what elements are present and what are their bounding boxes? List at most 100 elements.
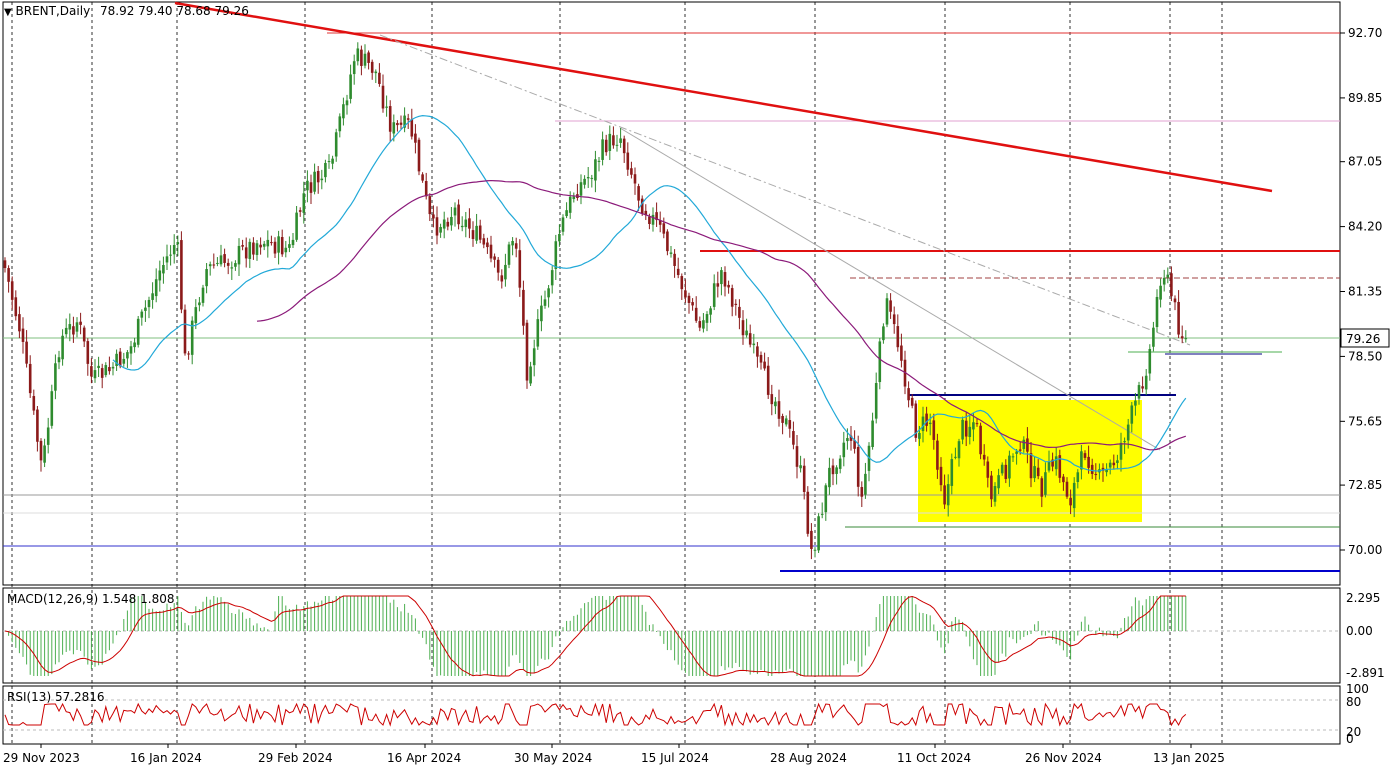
candle-body <box>655 212 658 221</box>
candle-body <box>86 341 90 364</box>
candle-body <box>756 346 759 357</box>
rsi-tick-label: 80 <box>1346 695 1361 709</box>
candle-body <box>248 241 252 259</box>
candle-body <box>414 133 417 143</box>
candle-body <box>115 353 118 367</box>
candle-body <box>543 299 547 306</box>
candle-body <box>950 459 954 486</box>
candle-body <box>486 242 489 248</box>
candle-body <box>216 262 219 264</box>
candle-body <box>489 244 493 259</box>
candle-body <box>176 242 180 245</box>
candle-body <box>21 328 25 342</box>
candle-body <box>1008 455 1011 479</box>
candle-body <box>900 345 903 361</box>
candle-body <box>766 365 770 395</box>
candle-body <box>651 214 655 225</box>
candle-body <box>1022 439 1026 450</box>
candle-body <box>169 254 172 256</box>
candle-body <box>550 270 554 286</box>
candle-body <box>986 461 990 478</box>
candle-body <box>1116 460 1119 463</box>
candle-body <box>259 244 262 248</box>
candle-body <box>565 210 568 217</box>
candle-body <box>828 467 831 488</box>
ohlc-values: 78.92 79.40 78.68 79.26 <box>100 4 249 18</box>
candle-body <box>914 403 918 438</box>
candle-body <box>806 491 810 534</box>
candle-body <box>795 446 799 467</box>
candle-body <box>684 290 687 298</box>
candle-body <box>730 288 734 307</box>
candle-body <box>928 422 932 425</box>
candle-body <box>482 238 486 245</box>
candle-body <box>1166 274 1170 278</box>
price-tick-label: 75.65 <box>1348 414 1382 428</box>
candle-body <box>1155 296 1159 328</box>
candle-body <box>147 299 151 308</box>
candle-body <box>446 221 450 227</box>
candle-body <box>594 159 597 181</box>
candle-body <box>428 196 432 215</box>
candle-body <box>194 307 198 324</box>
candle-body <box>792 431 795 445</box>
candle-body <box>1119 442 1123 460</box>
candle-body <box>57 357 61 363</box>
candle-body <box>939 466 943 486</box>
candle-body <box>244 247 248 259</box>
candle-body <box>68 324 72 330</box>
candle-body <box>586 177 590 179</box>
candle-body <box>1105 469 1108 473</box>
candle-body <box>1087 456 1090 468</box>
macd-signal-line <box>4 595 1186 677</box>
candle-body <box>993 486 997 502</box>
triangle-down-icon[interactable]: ▼ <box>4 7 12 18</box>
candle-body <box>878 341 882 383</box>
candle-body <box>1180 336 1184 339</box>
candle-body <box>381 85 385 109</box>
candle-body <box>954 456 957 458</box>
candle-body <box>597 160 601 162</box>
candle-body <box>817 516 820 551</box>
candle-body <box>493 256 496 260</box>
candle-body <box>579 182 583 196</box>
candle-body <box>50 391 54 426</box>
candle-body <box>32 396 36 411</box>
macd-tick-label: -2.891 <box>1346 666 1385 680</box>
candle-body <box>925 413 928 426</box>
candle-body <box>1184 338 1188 340</box>
candle-body <box>190 320 194 355</box>
candle-body <box>615 144 619 146</box>
candle-body <box>75 322 79 332</box>
candle-body <box>518 250 522 288</box>
candle-body <box>108 367 111 372</box>
candle-body <box>874 382 878 419</box>
candle-body <box>1054 456 1058 470</box>
candle-body <box>262 243 266 247</box>
candle-body <box>1094 473 1098 476</box>
candle-body <box>280 237 284 255</box>
candle-body <box>619 138 622 143</box>
time-axis-label: 29 Nov 2023 <box>3 751 80 765</box>
candle-body <box>122 358 126 364</box>
candle-body <box>306 180 309 191</box>
candle-body <box>180 240 183 310</box>
candle-body <box>558 233 561 242</box>
candle-body <box>964 420 968 437</box>
candle-body <box>1069 497 1072 506</box>
candle-body <box>43 445 46 463</box>
candle-body <box>536 319 540 347</box>
candle-body <box>957 441 961 459</box>
candle-body <box>356 48 360 62</box>
candle-body <box>201 287 205 303</box>
rsi-tick-label: 100 <box>1346 682 1369 696</box>
candle-body <box>158 270 162 281</box>
candle-body <box>450 216 453 226</box>
candle-body <box>421 174 424 181</box>
candle-body <box>961 419 964 440</box>
candle-body <box>396 123 399 126</box>
candle-body <box>842 442 846 458</box>
candle-body <box>975 423 979 425</box>
candle-body <box>612 135 615 146</box>
